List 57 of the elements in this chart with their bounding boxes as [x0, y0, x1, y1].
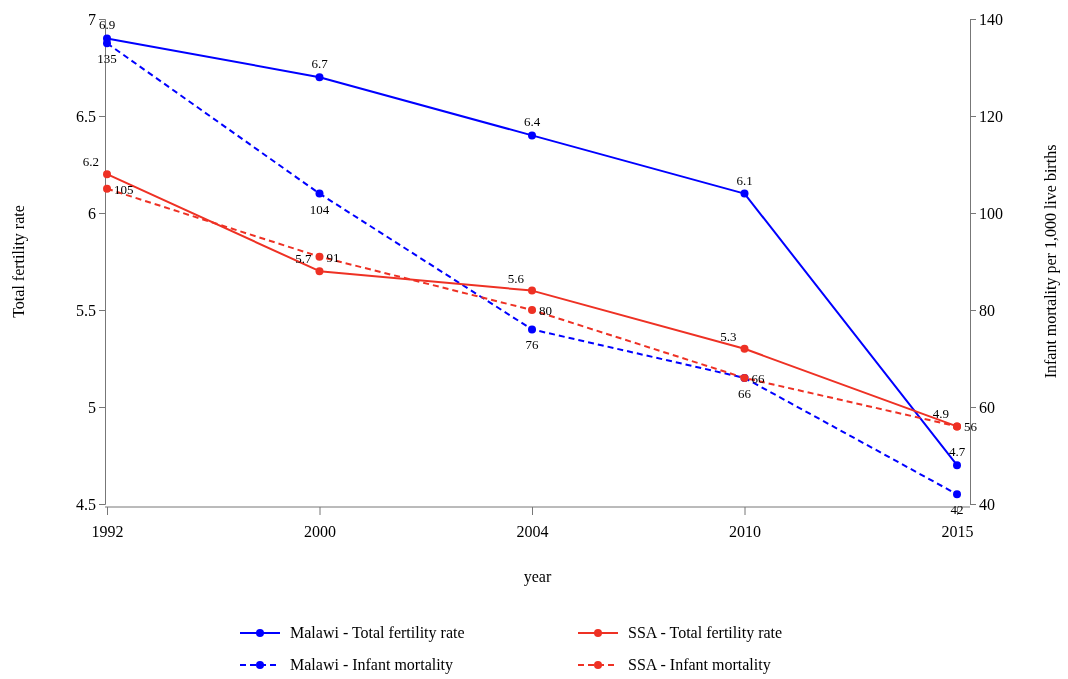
x-tick-label: 1992 — [91, 523, 124, 541]
data-label: 105 — [114, 181, 134, 197]
data-label: 6.7 — [311, 56, 329, 72]
point — [953, 490, 961, 499]
data-label: 5.6 — [507, 270, 525, 286]
x-tick-label: 2010 — [729, 523, 761, 541]
x-tick-label: 2004 — [516, 523, 549, 541]
point — [315, 252, 324, 261]
data-label: 135 — [97, 51, 117, 67]
point — [740, 344, 749, 353]
data-label: 4.9 — [932, 406, 949, 422]
data-label: 76 — [525, 337, 539, 353]
x-axis-title: year — [523, 568, 552, 586]
point — [528, 325, 536, 334]
y2-tick-label: 120 — [979, 107, 1003, 125]
y-tick-label: 6 — [88, 204, 96, 222]
point — [103, 170, 111, 179]
point — [528, 131, 536, 140]
y-tick-label: 7 — [88, 10, 96, 28]
y-tick-label: 4.5 — [76, 495, 96, 513]
point — [315, 189, 324, 198]
point — [528, 286, 536, 295]
point — [528, 306, 536, 314]
y2-tick-label: 80 — [979, 301, 995, 319]
y2-tick-label: 60 — [979, 398, 995, 416]
point — [953, 461, 961, 470]
point — [740, 189, 749, 198]
data-label: 6.1 — [736, 172, 753, 188]
data-label: 6.2 — [82, 154, 99, 170]
data-label: 6.9 — [98, 17, 116, 33]
x-tick-label: 2015 — [941, 523, 974, 541]
x-tick-label: 2000 — [304, 523, 336, 541]
data-label: 104 — [309, 201, 330, 217]
data-label: 6.4 — [523, 114, 541, 130]
legend-label: SSA - Total fertility rate — [628, 624, 783, 642]
data-label: 5.7 — [295, 251, 312, 267]
data-label: 4.7 — [948, 444, 966, 460]
point — [315, 73, 324, 82]
point — [103, 184, 111, 193]
y-axis-title: Total fertility rate — [10, 205, 28, 318]
point — [103, 39, 111, 48]
y-tick-label: 6.5 — [76, 107, 96, 125]
point — [315, 267, 324, 276]
y2-tick-label: 40 — [979, 495, 995, 513]
data-label: 5.3 — [720, 328, 737, 344]
legend-label: SSA - Infant mortality — [628, 656, 771, 674]
data-label: 80 — [539, 303, 552, 318]
y2-axis-title: Infant mortality per 1,000 live births — [1042, 144, 1060, 379]
y2-tick-label: 140 — [979, 10, 1003, 28]
y2-tick-label: 100 — [979, 204, 1003, 222]
y-tick-label: 5 — [88, 398, 96, 416]
legend-label: Malawi - Total fertility rate — [290, 624, 465, 642]
data-label: 56 — [964, 419, 978, 435]
y-tick-label: 5.5 — [76, 301, 96, 319]
data-label: 66 — [738, 385, 752, 401]
legend-label: Malawi - Infant mortality — [290, 656, 454, 674]
data-label: 42 — [950, 502, 964, 518]
